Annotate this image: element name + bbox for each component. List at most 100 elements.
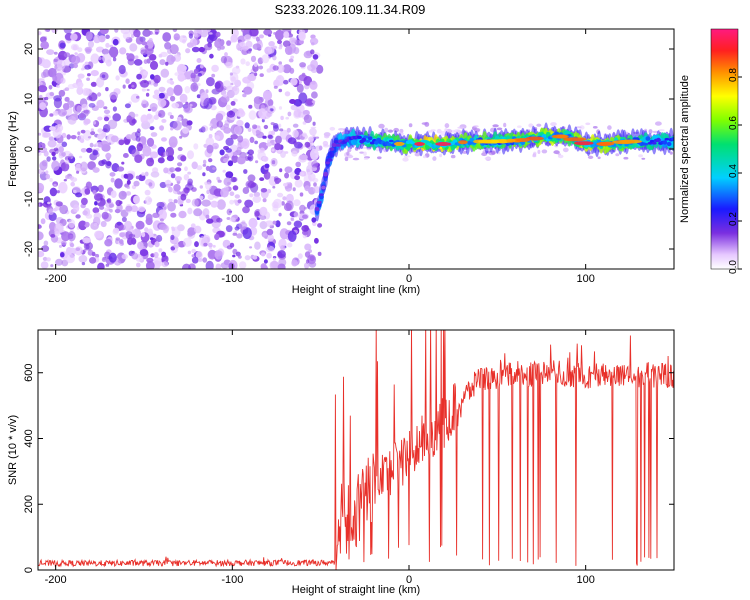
noise-speckle: [261, 118, 265, 123]
noise-speckle: [231, 66, 241, 75]
noise-speckle: [254, 140, 258, 145]
noise-speckle: [532, 154, 537, 158]
noise-speckle: [178, 200, 183, 204]
noise-speckle: [293, 199, 301, 207]
ridge-peak: [516, 138, 530, 142]
noise-speckle: [39, 161, 48, 171]
noise-speckle: [45, 257, 51, 262]
noise-speckle: [304, 185, 311, 192]
noise-speckle: [191, 198, 199, 207]
noise-speckle: [94, 230, 103, 239]
noise-speckle: [309, 255, 315, 262]
noise-speckle: [308, 261, 317, 268]
noise-speckle: [457, 126, 465, 129]
noise-speckle: [59, 204, 69, 215]
noise-speckle: [214, 39, 222, 49]
noise-speckle: [153, 74, 161, 84]
noise-speckle: [278, 123, 282, 128]
noise-speckle: [262, 135, 267, 139]
noise-speckle: [136, 262, 141, 268]
noise-speckle: [638, 154, 643, 158]
noise-speckle: [65, 247, 73, 256]
noise-speckle: [299, 133, 309, 140]
noise-speckle: [122, 31, 131, 40]
noise-speckle: [254, 72, 258, 77]
noise-speckle: [85, 213, 93, 219]
noise-speckle: [76, 170, 80, 174]
noise-speckle: [292, 129, 299, 138]
noise-speckle: [93, 34, 101, 44]
noise-speckle: [249, 246, 253, 249]
noise-speckle: [91, 251, 96, 257]
noise-speckle: [108, 252, 117, 263]
noise-speckle: [208, 123, 213, 127]
noise-speckle: [263, 124, 269, 130]
noise-speckle: [75, 192, 83, 198]
noise-speckle: [126, 52, 130, 56]
noise-speckle: [52, 156, 57, 161]
noise-speckle: [244, 255, 251, 261]
noise-speckle: [247, 174, 256, 183]
noise-speckle: [275, 220, 281, 228]
noise-speckle: [300, 172, 305, 176]
noise-speckle: [77, 81, 84, 89]
noise-speckle: [109, 91, 118, 100]
noise-speckle: [273, 85, 278, 89]
noise-speckle: [187, 207, 193, 215]
noise-speckle: [206, 189, 210, 195]
noise-speckle: [209, 53, 214, 59]
noise-speckle: [290, 104, 297, 111]
noise-speckle: [38, 132, 42, 136]
noise-speckle: [92, 167, 100, 173]
noise-speckle: [421, 122, 428, 125]
noise-speckle: [292, 123, 299, 128]
noise-speckle: [284, 172, 290, 179]
noise-speckle: [123, 153, 129, 158]
noise-speckle: [260, 252, 266, 257]
noise-speckle: [172, 120, 182, 131]
noise-speckle: [154, 241, 160, 248]
noise-speckle: [75, 214, 81, 219]
noise-speckle: [272, 55, 277, 61]
noise-speckle: [238, 221, 248, 230]
noise-speckle: [70, 33, 78, 41]
noise-speckle: [115, 237, 121, 241]
noise-speckle: [215, 263, 222, 269]
noise-speckle: [134, 113, 139, 117]
noise-speckle: [84, 61, 89, 65]
noise-speckle: [309, 80, 318, 90]
noise-speckle: [145, 261, 155, 269]
noise-speckle: [161, 118, 167, 123]
noise-speckle: [161, 137, 167, 142]
noise-speckle: [74, 52, 78, 55]
noise-speckle: [142, 145, 152, 157]
noise-speckle: [277, 263, 286, 269]
noise-speckle: [236, 233, 243, 239]
noise-speckle: [311, 91, 318, 99]
noise-speckle: [273, 124, 279, 132]
noise-speckle: [170, 246, 176, 251]
noise-speckle: [298, 31, 306, 41]
x-tick-label: 100: [576, 273, 594, 285]
noise-speckle: [63, 29, 72, 34]
noise-speckle: [119, 232, 126, 238]
noise-speckle: [302, 109, 310, 116]
noise-speckle: [261, 54, 270, 64]
noise-speckle: [347, 148, 352, 153]
noise-speckle: [247, 127, 252, 132]
noise-speckle: [297, 253, 303, 259]
noise-speckle: [40, 218, 46, 225]
noise-speckle: [587, 155, 594, 159]
noise-speckle: [80, 161, 88, 172]
noise-speckle: [237, 135, 244, 143]
noise-speckle: [212, 244, 216, 248]
noise-speckle: [152, 167, 159, 174]
noise-speckle: [286, 221, 292, 226]
noise-speckle: [271, 148, 275, 152]
noise-speckle: [110, 190, 117, 198]
noise-speckle: [67, 83, 76, 90]
noise-speckle: [217, 179, 222, 183]
noise-speckle: [60, 252, 65, 258]
noise-speckle: [238, 113, 242, 116]
noise-speckle: [436, 128, 442, 134]
